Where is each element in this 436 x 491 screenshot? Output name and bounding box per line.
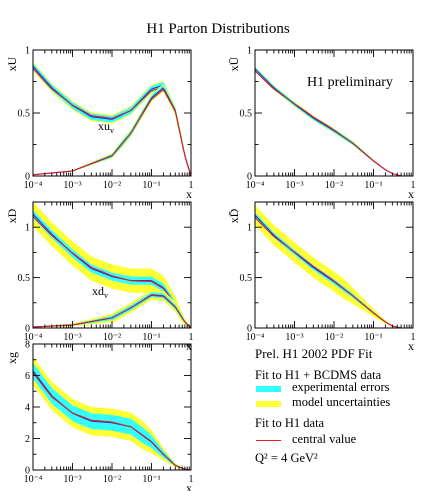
ytick-label-xDbar: 0 [247,324,252,335]
ytick-label-xg: 4 [25,403,30,414]
xlabel-xDbar: x [408,339,414,353]
ytick-label-xg: 0 [25,466,30,477]
ytick-label-xU: 0 [25,172,30,183]
ylabel-xU: xU [5,56,19,71]
frame-xDbar [255,202,413,328]
xtick-label-xDbar: 10⁻² [325,332,343,343]
frame-xUbar [255,50,413,176]
legend-item-exp: experimental errors [292,380,390,395]
xtick-label-xD: 10⁻³ [63,332,81,343]
xtick-label-xg: 10⁻² [103,474,121,485]
ytick-label-xg: 6 [25,371,30,382]
legend-swatch-exp [256,386,281,392]
legend-item-central: central value [292,432,356,447]
ytick-label-xg: 2 [25,434,30,445]
model-band-xD-total [33,202,191,328]
ytick-label-xUbar: 1 [247,46,252,57]
xtick-label-xU: 10⁻³ [63,180,81,191]
annotation-xd-v: xdv [92,284,108,300]
xtick-label-xUbar: 10⁻³ [285,180,303,191]
legend-scale-note: Q² = 4 GeV² [255,451,318,466]
ylabel-xg: xg [5,352,19,364]
ytick-label-xU: 1 [25,46,30,57]
plot-area-xD [33,202,191,328]
ylabel-xDbar: xD̄ [227,208,241,223]
legend-swatch-central [256,440,281,441]
ylabel-xD: xD [5,208,19,223]
xtick-label-xUbar: 10⁻² [325,180,343,191]
xtick-label-xU: 10⁻² [103,180,121,191]
xtick-label-xDbar: 10⁻³ [285,332,303,343]
plot-area-xg [33,357,191,470]
ytick-label-xUbar: 0 [247,172,252,183]
plot-area-xDbar [255,205,401,328]
ytick-label-xU: 0.5 [18,109,31,120]
xlabel-xg: x [186,481,192,491]
ytick-label-xD: 1 [25,223,30,234]
model-band-xg-gluon [33,357,191,470]
xtick-label-xDbar: 10⁻¹ [364,332,382,343]
legend-heading: Prel. H1 2002 PDF Fit [255,346,372,362]
plot-area-xU [33,62,191,176]
ylabel-xUbar: xŪ [227,56,241,71]
xtick-label-xD: 10⁻² [103,332,121,343]
xtick-label-xg: 10⁻¹ [142,474,160,485]
ytick-label-xUbar: 0.5 [240,109,253,120]
ytick-label-xg: 8 [25,340,30,351]
xtick-label-xD: 10⁻¹ [142,332,160,343]
annotation-h1-preliminary: H1 preliminary [307,75,393,90]
xtick-label-xg: 10⁻³ [63,474,81,485]
ytick-label-xD: 0 [25,324,30,335]
ytick-label-xDbar: 1 [247,223,252,234]
legend-item-model: model uncertainties [292,395,390,410]
ytick-label-xD: 0.5 [18,273,31,284]
legend-group-h1: Fit to H1 data [255,416,324,431]
xtick-label-xUbar: 10⁻¹ [364,180,382,191]
xtick-label-xU: 10⁻¹ [142,180,160,191]
legend-swatch-model [256,401,281,407]
xlabel-xU: x [186,187,192,201]
ytick-label-xDbar: 0.5 [240,273,253,284]
model-band-xDbar-sea [255,205,401,328]
xlabel-xUbar: x [408,187,414,201]
